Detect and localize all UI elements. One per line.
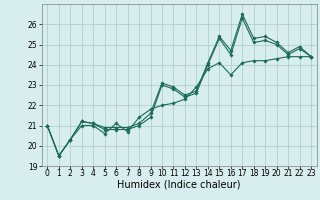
X-axis label: Humidex (Indice chaleur): Humidex (Indice chaleur) — [117, 180, 241, 190]
